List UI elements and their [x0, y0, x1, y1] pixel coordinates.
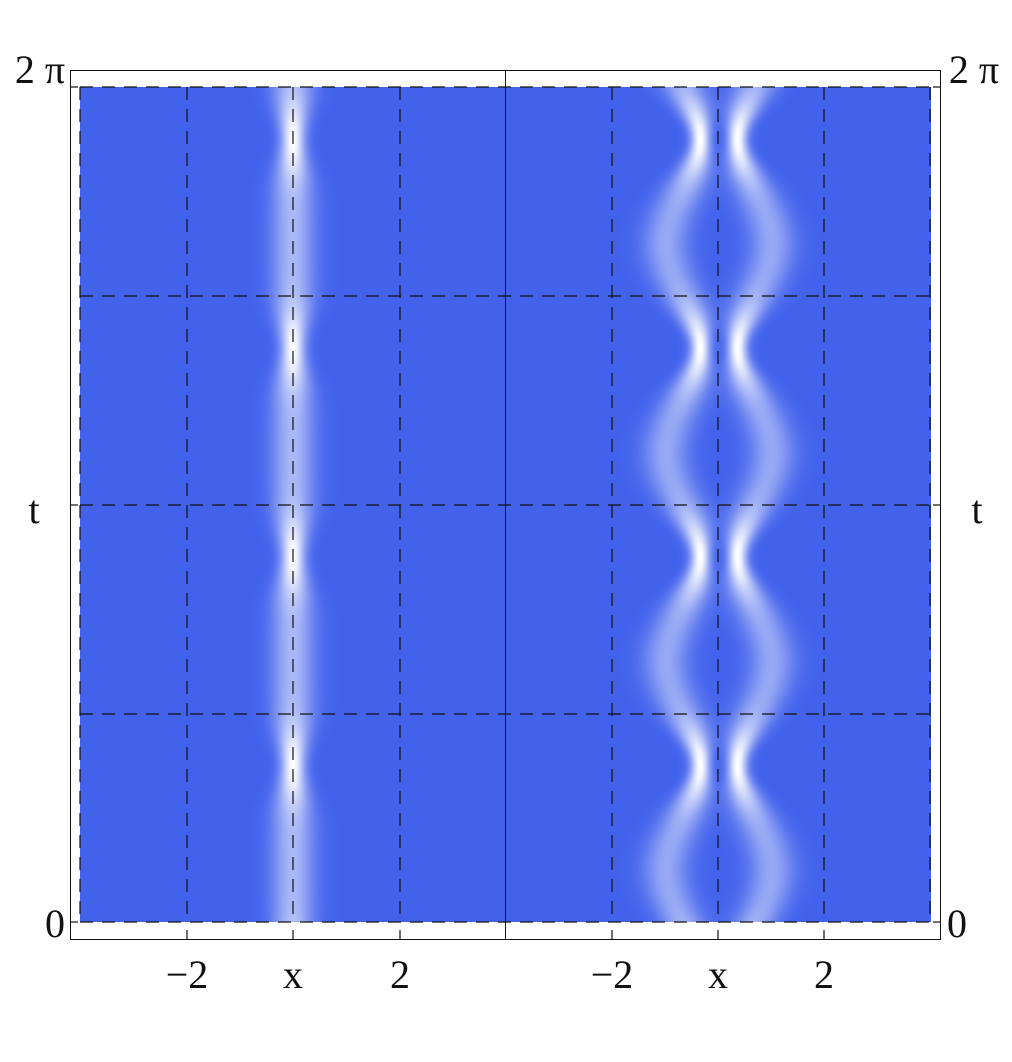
right-x-axis-label: x	[708, 952, 728, 997]
left-y-tick-0: 0	[45, 901, 65, 946]
left-y-axis-label: t	[28, 487, 40, 532]
left-x-axis-label: x	[283, 952, 303, 997]
left-y-tick-2pi: 2 π	[14, 47, 66, 92]
right-x-tick-neg2: −2	[590, 952, 634, 997]
right-y-axis-label: t	[971, 487, 983, 532]
left-x-tick-2: 2	[390, 952, 410, 997]
right-y-tick-0: 0	[947, 901, 967, 946]
left-x-tick-neg2: −2	[165, 952, 209, 997]
right-y-tick-2pi: 2 π	[948, 47, 1000, 92]
right-x-tick-2: 2	[814, 952, 834, 997]
